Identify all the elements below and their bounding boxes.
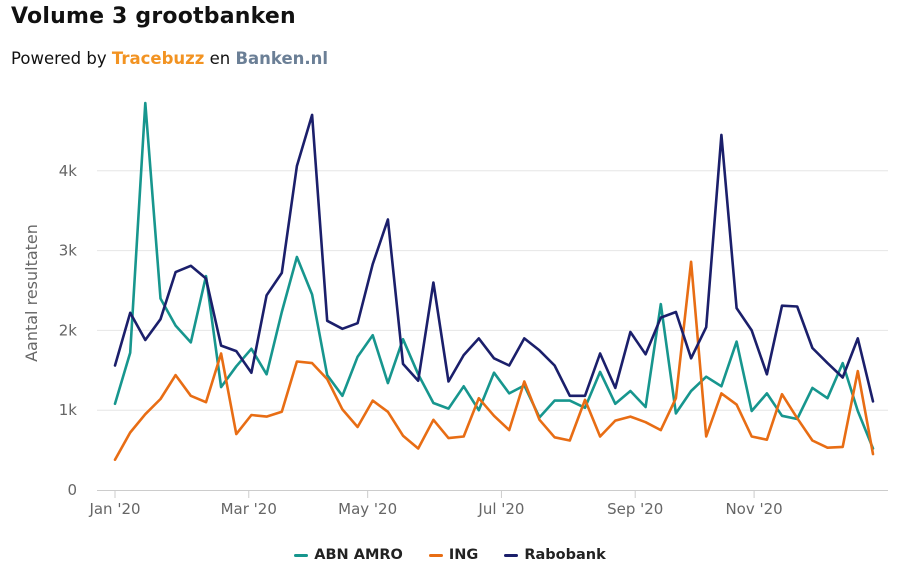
legend-item-rabobank[interactable]: Rabobank [504, 547, 606, 563]
chart-subtitle: Powered by Tracebuzz en Banken.nl [11, 49, 328, 68]
legend-swatch-ing [428, 553, 443, 557]
x-tick-label: Sep '20 [607, 500, 663, 518]
grid-lines [97, 170, 888, 411]
x-tick-label: Mar '20 [221, 500, 277, 518]
legend-label-abn-amro: ABN AMRO [314, 547, 403, 563]
legend-swatch-rabobank [504, 553, 519, 557]
legend-item-abn-amro[interactable]: ABN AMRO [294, 547, 403, 563]
y-tick-label: 3k [59, 242, 78, 260]
subtitle-prefix: Powered by [11, 49, 112, 68]
legend-label-rabobank: Rabobank [524, 547, 606, 563]
legend-swatch-abn-amro [294, 553, 309, 557]
y-tick-label: 1k [59, 401, 78, 419]
legend-label-ing: ING [448, 547, 479, 563]
y-axis-label: Aantal resultaten [22, 224, 41, 362]
legend: ABN AMRO ING Rabobank [0, 543, 900, 567]
y-tick-label: 0 [67, 481, 77, 499]
banken-link[interactable]: Banken.nl [235, 49, 329, 68]
x-tick-label: Jan '20 [88, 500, 140, 518]
x-tick-label: Nov '20 [725, 500, 782, 518]
chart-title: Volume 3 grootbanken [11, 4, 296, 29]
series-line-rabobank[interactable] [113, 113, 875, 403]
subtitle-mid: en [204, 49, 236, 68]
tracebuzz-link[interactable]: Tracebuzz [111, 49, 205, 68]
series-line-ing[interactable] [113, 260, 875, 462]
series-lines[interactable] [113, 101, 875, 462]
x-tick-label: Jul '20 [477, 500, 524, 518]
y-tick-label: 4k [59, 162, 78, 180]
x-axis: Jan '20 Mar '20 May '20 Jul '20 Sep '20 Nov '… [88, 490, 888, 518]
y-tick-label: 2k [59, 321, 78, 339]
x-tick-label: May '20 [338, 500, 397, 518]
y-axis-ticks: 0 1k 2k 3k 4k [59, 162, 78, 499]
legend-item-ing[interactable]: ING [428, 547, 479, 563]
